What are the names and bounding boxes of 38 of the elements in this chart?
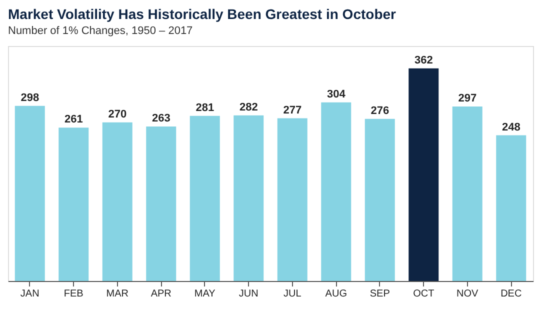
bar <box>321 102 352 281</box>
x-tick-label: JUN <box>238 288 258 300</box>
x-tick-label: DEC <box>500 288 522 300</box>
bar <box>190 116 220 281</box>
x-tick-label: MAY <box>194 288 216 300</box>
bar <box>102 122 132 281</box>
data-label: 298 <box>20 92 40 104</box>
bar <box>408 68 439 281</box>
bar <box>234 115 264 281</box>
bar <box>277 118 308 281</box>
bar <box>58 128 89 281</box>
x-tick-label: NOV <box>456 288 479 300</box>
bar <box>14 106 45 281</box>
data-label: 282 <box>239 101 258 114</box>
x-tick-label: APR <box>150 288 172 300</box>
chart-subtitle: Number of 1% Changes, 1950 – 2017 <box>8 25 193 37</box>
bar <box>496 135 526 281</box>
data-label: 277 <box>283 104 302 116</box>
data-label: 261 <box>64 114 83 126</box>
x-tick-label: JUL <box>283 288 302 300</box>
bar <box>452 106 482 281</box>
x-tick-label: FEB <box>64 288 84 300</box>
chart-title: Market Volatility Has Historically Been Greatest in October <box>8 6 397 22</box>
data-label: 304 <box>326 88 346 100</box>
bar <box>364 118 395 281</box>
x-tick-label: SEP <box>370 288 390 300</box>
bar <box>146 126 176 281</box>
x-tick-label: JAN <box>20 288 40 300</box>
x-tick-label: MAR <box>106 288 128 300</box>
data-label: 281 <box>196 102 214 114</box>
data-label: 297 <box>458 92 477 105</box>
data-label: 276 <box>370 104 390 117</box>
x-tick-label: AUG <box>325 288 348 300</box>
data-label: 270 <box>108 108 127 120</box>
data-label: 362 <box>414 54 433 66</box>
data-label: 248 <box>502 121 520 134</box>
x-tick-label: OCT <box>413 288 434 300</box>
data-label: 263 <box>152 112 170 124</box>
